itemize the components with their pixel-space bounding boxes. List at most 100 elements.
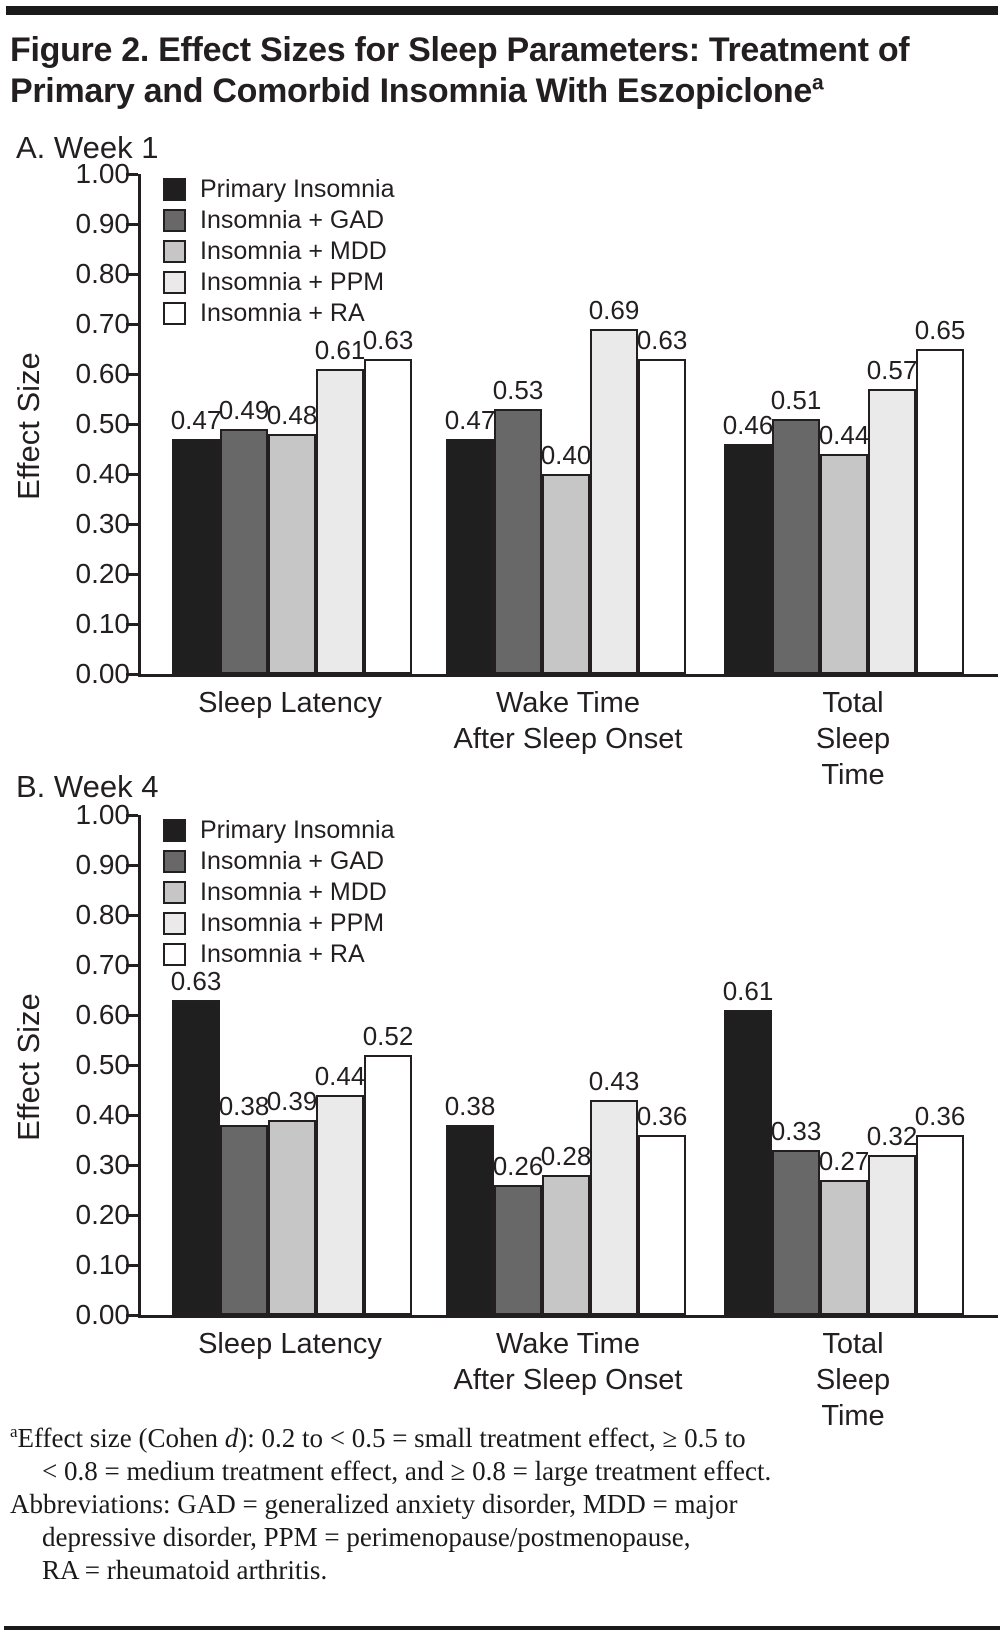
legend-row: Insomnia + MDD: [163, 877, 395, 908]
y-axis-tick-label: 1.00: [75, 158, 131, 189]
legend-label: Insomnia + RA: [200, 299, 365, 327]
bar-fill: [590, 1100, 638, 1315]
y-axis-tick: [126, 272, 138, 276]
panel-b-bar-groups: 0.63 0.38 0.39 0.44 0.52 0.38 0.26 0.28 0.43 0.36…: [141, 966, 965, 1315]
footnote-line-1: aEffect size (Cohen d): 0.2 to < 0.5 = s…: [10, 1422, 990, 1455]
top-rule: [6, 6, 998, 15]
panel-a-legend: Primary Insomnia Insomnia + GAD Insomnia +…: [163, 174, 395, 329]
figure-title: Figure 2. Effect Sizes for Sleep Paramet…: [10, 30, 992, 112]
bar-fill: [868, 389, 916, 674]
bottom-rule: [4, 1626, 1000, 1630]
figure-title-text: Figure 2. Effect Sizes for Sleep Paramet…: [10, 31, 910, 110]
bar-fill: [820, 454, 868, 674]
bar: 0.61: [315, 335, 365, 674]
y-axis-tick-label: 0.90: [75, 208, 131, 239]
bar: 0.36: [637, 1101, 687, 1315]
bar-value-label: 0.63: [362, 325, 414, 355]
bar-value-label: 0.43: [588, 1066, 640, 1096]
bar: 0.51: [771, 385, 821, 674]
y-axis-tick-label: 0.30: [75, 1149, 131, 1180]
bar-value-label: 0.44: [314, 1061, 366, 1091]
y-axis-tick-label: 0.40: [75, 1099, 131, 1130]
bar-value-label: 0.63: [636, 325, 688, 355]
bar: 0.33: [771, 1116, 821, 1315]
footnote-line-4: depressive disorder, PPM = perimenopause…: [42, 1522, 691, 1552]
bar-fill: [316, 1095, 364, 1315]
bar: 0.57: [867, 355, 917, 674]
bar: 0.38: [445, 1091, 495, 1315]
bar: 0.53: [493, 375, 543, 674]
legend-swatch-icon: [163, 943, 186, 966]
bar: 0.49: [219, 395, 269, 674]
y-axis-tick-label: 0.50: [75, 1049, 131, 1080]
bar-value-label: 0.65: [914, 315, 966, 345]
y-axis-tick-label: 0.50: [75, 408, 131, 439]
bar-value-label: 0.26: [492, 1151, 544, 1181]
y-axis-tick-label: 0.40: [75, 458, 131, 489]
footnote-line-1-text: Effect size (Cohen: [17, 1423, 225, 1453]
legend-swatch-icon: [163, 819, 186, 842]
bar-fill: [542, 1175, 590, 1315]
panel-a-plot-area: Primary Insomnia Insomnia + GAD Insomnia +…: [126, 172, 998, 677]
legend-row: Insomnia + RA: [163, 939, 395, 970]
legend-label: Primary Insomnia: [200, 816, 395, 844]
y-axis-tick-label: 0.30: [75, 508, 131, 539]
bar-value-label: 0.33: [770, 1116, 822, 1146]
y-axis-tick: [126, 172, 138, 176]
bar-value-label: 0.44: [818, 420, 870, 450]
bar-fill: [494, 409, 542, 674]
panel-b-y-axis-label: Effect Size: [11, 992, 46, 1141]
x-axis-category-label: Total Sleep Time: [815, 1328, 891, 1432]
bar-fill: [494, 1185, 542, 1315]
y-axis-tick: [126, 522, 138, 526]
legend-swatch-icon: [163, 912, 186, 935]
legend-label: Insomnia + GAD: [200, 206, 385, 234]
bar: 0.61: [723, 976, 773, 1315]
bar: 0.40: [541, 440, 591, 674]
bar-value-label: 0.69: [588, 295, 640, 325]
legend-swatch-icon: [163, 302, 186, 325]
bar-group: 0.47 0.53 0.40 0.69 0.63: [445, 295, 687, 674]
bar-fill: [916, 1135, 964, 1315]
panel-b-legend: Primary Insomnia Insomnia + GAD Insomnia +…: [163, 815, 395, 970]
bar: 0.52: [363, 1021, 413, 1315]
bar: 0.44: [315, 1061, 365, 1315]
bar-value-label: 0.61: [314, 335, 366, 365]
legend-row: Insomnia + RA: [163, 298, 395, 329]
bar: 0.43: [589, 1066, 639, 1315]
y-axis-tick: [126, 963, 138, 967]
panel-a-chart: Effect Size 0.00 0.10 0.20 0.30 0.40 0.50 0.60…: [0, 159, 1004, 689]
bar-group: 0.61 0.33 0.27 0.32 0.36: [723, 976, 965, 1315]
panel-b-x-axis-labels: Sleep Latency Wake Time After Sleep Onset…: [138, 1318, 995, 1432]
bar-value-label: 0.36: [914, 1101, 966, 1131]
y-axis-tick: [126, 622, 138, 626]
bar-fill: [772, 1150, 820, 1315]
y-axis-tick: [126, 813, 138, 817]
x-axis-category-label: Wake Time After Sleep Onset: [453, 687, 683, 755]
bar: 0.39: [267, 1086, 317, 1315]
y-axis-tick: [126, 863, 138, 867]
bar-value-label: 0.38: [218, 1091, 270, 1121]
panel-b-chart: Effect Size 0.00 0.10 0.20 0.30 0.40 0.50 0.60…: [0, 800, 1004, 1330]
panel-b-plot-area: Primary Insomnia Insomnia + GAD Insomnia +…: [126, 813, 998, 1318]
bar-fill: [772, 419, 820, 674]
legend-row: Insomnia + PPM: [163, 267, 395, 298]
bar-fill: [364, 359, 412, 674]
bar: 0.69: [589, 295, 639, 674]
bar-value-label: 0.28: [540, 1141, 592, 1171]
x-axis-category-label: Total Sleep Time: [815, 687, 891, 791]
y-axis-tick-label: 0.60: [75, 358, 131, 389]
y-axis-tick: [126, 222, 138, 226]
y-axis-tick: [126, 913, 138, 917]
y-axis-tick: [126, 1213, 138, 1217]
legend-row: Primary Insomnia: [163, 174, 395, 205]
footnote-line-2: < 0.8 = medium treatment effect, and ≥ 0…: [42, 1456, 772, 1486]
panel-a-y-axis-label: Effect Size: [11, 351, 46, 500]
bar: 0.27: [819, 1146, 869, 1315]
panel-a-x-axis-labels: Sleep Latency Wake Time After Sleep Onset…: [138, 677, 995, 791]
bar-fill: [268, 434, 316, 674]
bar-value-label: 0.46: [722, 410, 774, 440]
bar: 0.36: [915, 1101, 965, 1315]
y-axis-tick-label: 0.10: [75, 608, 131, 639]
legend-label: Insomnia + GAD: [200, 847, 385, 875]
